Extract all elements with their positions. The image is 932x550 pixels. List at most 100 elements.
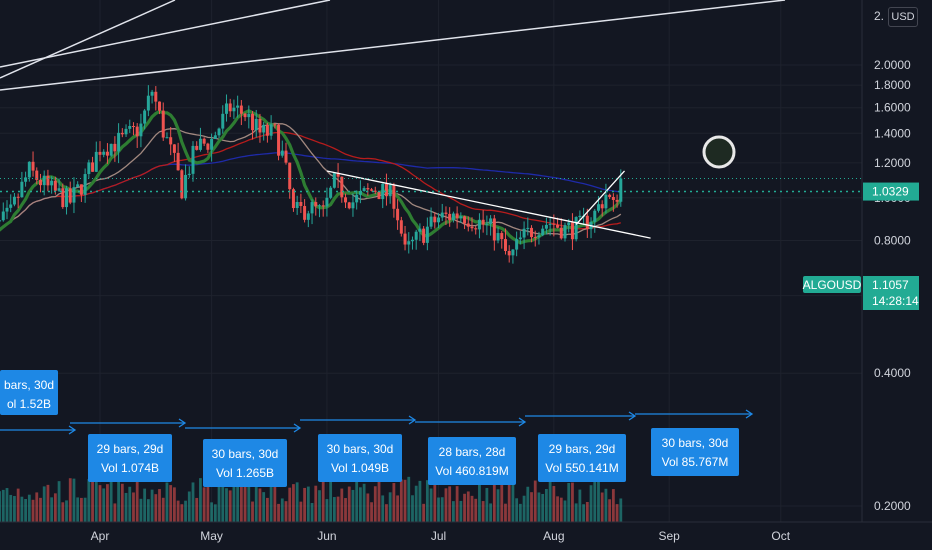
candle — [507, 245, 511, 263]
period-box[interactable]: 28 bars, 28d Vol 460.819M — [428, 437, 516, 485]
volume-bar — [24, 499, 27, 522]
period-box[interactable]: bars, 30d ol 1.52B — [0, 370, 58, 415]
candle — [437, 213, 441, 229]
candle-body — [332, 172, 336, 188]
period-box-bars-label: 29 bars, 29d — [97, 442, 164, 456]
candle — [68, 181, 72, 205]
volume-bar — [143, 488, 147, 522]
candle — [288, 162, 292, 199]
candle-body — [384, 183, 388, 197]
candle-body — [109, 143, 113, 156]
price-tick-label: 1.4000 — [874, 126, 911, 140]
candle-body — [522, 228, 526, 238]
volume-bar — [332, 497, 336, 522]
volume-bar — [407, 476, 411, 522]
candle-body — [161, 110, 165, 138]
candle — [232, 99, 236, 120]
period-box[interactable]: 29 bars, 29d Vol 1.074B — [88, 434, 172, 482]
candle — [407, 232, 411, 254]
candle-body — [172, 144, 176, 153]
volume-bar — [411, 495, 414, 522]
candle-body — [358, 190, 362, 195]
period-box[interactable]: 30 bars, 30d Vol 1.049B — [318, 434, 402, 482]
time-tick-label: May — [200, 529, 223, 543]
volume-bar — [359, 487, 362, 522]
period-box-bg — [428, 437, 516, 485]
candle — [273, 123, 277, 129]
candle — [198, 127, 202, 152]
price-badges: ALGOUSD 1.1057 14:28:14 1.0329 — [803, 182, 919, 310]
volume-bar — [552, 486, 556, 522]
candle-body — [422, 228, 426, 243]
volume-bar — [191, 482, 195, 522]
volume-bar — [280, 498, 284, 522]
candle — [254, 109, 258, 138]
volume-bar — [619, 498, 623, 522]
currency-badge[interactable]: USD — [888, 7, 918, 27]
candle — [463, 215, 467, 230]
volume-bar — [5, 488, 9, 522]
volume-bar — [511, 476, 515, 522]
candle — [448, 207, 452, 227]
moving-averages — [0, 109, 623, 245]
level-badge-label: 1.0329 — [872, 185, 909, 199]
volume-bar — [478, 482, 481, 522]
range-arrowhead — [628, 411, 637, 421]
volume-bar — [239, 476, 243, 522]
time-axis[interactable]: Apr May Jun Jul Aug Sep Oct — [0, 521, 932, 543]
candle-body — [269, 124, 273, 136]
candle — [57, 178, 61, 193]
volume-bar — [135, 476, 139, 522]
candle — [5, 200, 9, 220]
period-box-bars-label: 29 bars, 29d — [549, 442, 616, 456]
period-box-bars-label: 30 bars, 30d — [327, 442, 394, 456]
volume-bar — [68, 478, 72, 522]
candle — [143, 108, 147, 130]
volume-bar — [604, 488, 608, 522]
candle-body — [556, 224, 560, 228]
cursor-marker[interactable] — [702, 135, 736, 169]
period-range-arrow — [70, 418, 187, 428]
candle-body — [485, 223, 489, 225]
candle-body — [76, 184, 80, 188]
candle-body — [91, 162, 95, 172]
volume-bar — [463, 493, 466, 522]
period-box-bg — [88, 434, 172, 482]
candle — [544, 217, 548, 235]
period-range-arrow — [635, 409, 754, 419]
period-box[interactable]: 30 bars, 30d Vol 1.265B — [203, 439, 287, 487]
candle — [347, 201, 351, 210]
candle-body — [284, 150, 288, 163]
candle-body — [299, 201, 303, 207]
candle-body — [150, 91, 154, 96]
candle — [113, 136, 117, 162]
candle-body — [135, 126, 139, 137]
range-arrowhead — [518, 417, 527, 427]
candle — [451, 211, 455, 223]
volume-bar — [593, 476, 597, 522]
range-arrowhead — [293, 423, 302, 433]
candle — [247, 105, 251, 129]
candle — [61, 183, 65, 209]
candle — [169, 126, 173, 156]
volume-bar — [537, 492, 541, 522]
volume-bar — [243, 479, 247, 522]
candle-body — [228, 103, 232, 112]
candle-body — [184, 174, 188, 199]
period-box[interactable]: 30 bars, 30d Vol 85.767M — [651, 428, 739, 476]
volume-bar — [158, 489, 161, 522]
volume-bar — [0, 491, 1, 522]
price-tick-label: 0.8000 — [874, 233, 911, 247]
volume-bar — [433, 483, 437, 522]
volume-bar — [91, 478, 94, 522]
volume-bar — [392, 483, 396, 522]
volume-bar — [366, 493, 370, 522]
candle-body — [191, 145, 195, 174]
candle-body — [206, 143, 210, 150]
candle-body — [388, 184, 392, 197]
period-box[interactable]: 29 bars, 29d Vol 550.141M — [538, 434, 626, 482]
period-box-bg — [538, 434, 626, 482]
candle-body — [570, 222, 574, 240]
period-boxes[interactable]: bars, 30d ol 1.52B 29 bars, 29d Vol 1.074B 3… — [0, 370, 754, 487]
